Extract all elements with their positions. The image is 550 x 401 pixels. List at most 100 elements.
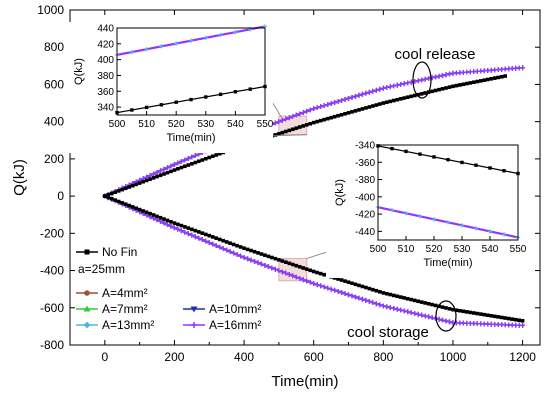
data-point: [200, 231, 205, 235]
y-tick-label: 1000: [37, 3, 64, 17]
data-point: [364, 106, 368, 110]
annotation-cool-release: cool release: [395, 46, 476, 63]
data-point: [343, 279, 347, 283]
data-point: [210, 241, 216, 247]
inset-cool-release: 500 510 520 530 540 550 340 360 380 400 420 440 Time…: [65, 22, 274, 153]
annotations: cool release cool storage: [347, 46, 475, 341]
data-point: [189, 97, 193, 102]
inset-frame: [116, 27, 266, 116]
legend-item: A=13mm²: [76, 318, 154, 332]
inset-y-tick-label: 400: [97, 55, 114, 66]
data-point: [404, 149, 408, 154]
data-point: [182, 157, 188, 163]
inset-y-tick-label: 360: [97, 87, 114, 98]
data-point: [228, 241, 232, 245]
data-point: [503, 74, 507, 78]
data-point: [346, 96, 351, 101]
data-point: [394, 82, 400, 88]
data-point: [360, 296, 365, 302]
data-point: [520, 65, 525, 71]
data-point: [502, 169, 506, 173]
data-point: [172, 162, 177, 167]
data-point: [294, 126, 299, 130]
data-point: [158, 219, 163, 224]
data-point: [193, 228, 198, 233]
inset-x-tick-label: 540: [482, 244, 499, 255]
data-point: [238, 245, 243, 249]
data-point: [144, 210, 149, 215]
data-point: [408, 310, 414, 316]
data-point: [363, 297, 369, 303]
data-point: [266, 254, 271, 259]
data-point: [283, 116, 289, 122]
data-point: [398, 82, 404, 87]
data-point: [322, 272, 326, 277]
data-point: [301, 124, 306, 128]
data-point: [332, 287, 337, 293]
data-point: [293, 112, 299, 118]
data-point: [168, 223, 174, 229]
data-point: [168, 163, 174, 169]
data-point: [189, 154, 195, 160]
data-point: [207, 233, 212, 238]
data-point: [175, 226, 181, 232]
data-point: [367, 89, 372, 95]
data-point: [210, 235, 215, 239]
data-point: [479, 312, 483, 316]
data-point: [106, 193, 111, 197]
data-point: [374, 103, 379, 107]
data-point: [378, 102, 382, 106]
data-point: [120, 201, 125, 205]
data-point: [405, 309, 411, 315]
data-point: [158, 168, 163, 174]
data-point: [412, 298, 417, 303]
data-point: [162, 217, 166, 221]
data-point: [364, 285, 368, 290]
data-point: [447, 319, 452, 325]
data-point: [162, 172, 166, 176]
inset-background: [326, 139, 526, 278]
data-point: [311, 106, 317, 112]
data-point: [389, 208, 395, 213]
data-point: [284, 260, 288, 264]
data-point: [488, 166, 492, 170]
data-point: [259, 261, 264, 267]
data-point: [304, 123, 309, 127]
data-point: [482, 312, 487, 317]
data-point: [190, 227, 194, 232]
data-point: [385, 291, 389, 296]
data-point: [148, 211, 152, 216]
data-point: [398, 295, 403, 299]
data-point: [217, 244, 223, 250]
data-point: [280, 259, 285, 263]
inset-y-tick-label: -380: [355, 175, 375, 186]
data-point: [378, 290, 382, 294]
data-point: [277, 258, 281, 262]
data-point: [419, 77, 425, 83]
data-point: [374, 288, 379, 293]
data-point: [501, 232, 507, 237]
x-tick-label: 400: [234, 350, 254, 364]
data-point: [174, 41, 179, 46]
data-point: [255, 260, 261, 266]
data-point: [193, 160, 198, 165]
legend-item: A=4mm²: [76, 286, 148, 300]
data-point: [485, 77, 490, 82]
data-point: [266, 264, 271, 270]
data-point: [293, 274, 299, 280]
data-point: [342, 97, 348, 102]
data-point: [395, 97, 400, 102]
main-series-lines: [102, 65, 525, 328]
plot-frame: [69, 9, 541, 346]
data-point: [474, 163, 478, 167]
data-point: [384, 304, 390, 310]
data-point: [405, 80, 411, 86]
data-point: [459, 223, 465, 228]
data-point: [451, 307, 455, 312]
data-point: [387, 305, 393, 310]
data-point: [475, 79, 480, 84]
data-point: [116, 189, 121, 193]
data-point: [451, 84, 455, 89]
data-point: [318, 271, 323, 276]
data-point: [144, 178, 149, 183]
